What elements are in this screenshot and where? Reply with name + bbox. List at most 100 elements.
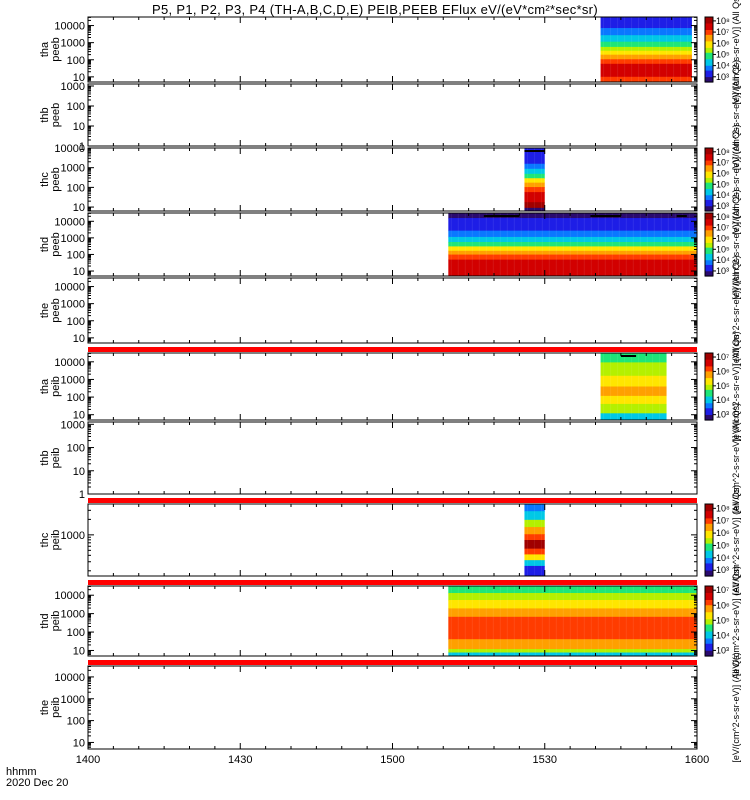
thd-peib-colorbar-swatch <box>705 647 713 650</box>
thd-peib-colorbar-swatch <box>705 631 713 634</box>
chart-title: P5, P1, P2, P3, P4 (TH-A,B,C,D,E) PEIB,P… <box>152 2 598 17</box>
thd-peeb-ylabel-product: peeb <box>50 232 62 256</box>
tha-peib-colorbar-tick-label: 10³ <box>716 410 729 420</box>
thd-peeb-colorbar-swatch <box>705 268 713 271</box>
thd-peib-colorbar-swatch <box>705 617 713 620</box>
tha-peib-colorbar-tick-label: 10⁴ <box>716 395 730 405</box>
thd-peeb-quality-flag <box>676 215 687 217</box>
tha-peeb-colorbar-swatch <box>705 44 713 47</box>
thd-peeb-colorbar-swatch <box>705 246 713 249</box>
the-peib-ylabel-product: peib <box>50 697 62 718</box>
tha-peeb-colorbar-swatch <box>705 62 713 65</box>
tha-peeb-colorbar-swatch <box>705 80 713 83</box>
thc-peib-colorbar-swatch <box>705 507 713 510</box>
thd-peib-colorbar-swatch <box>705 596 713 599</box>
tha-peib-colorbar-swatch <box>705 391 713 394</box>
thd-peib-y-tick-label: 10000 <box>54 590 85 602</box>
thd-peeb-spectrogram-band <box>448 218 697 232</box>
thb-peeb-panel-frame <box>87 83 698 147</box>
thc-peib-spectrogram-band <box>524 534 545 541</box>
thc-peeb-colorbar-swatch <box>705 159 713 162</box>
tha-peeb-spectrogram-band <box>600 41 692 48</box>
thd-peeb-colorbar-swatch <box>705 216 713 219</box>
tha-peeb-spectrogram-band <box>600 17 692 29</box>
thb-peeb-y-tick-label: 100 <box>67 101 85 113</box>
thb-peib-colorbar-label: [eV/(cm^2-s-sr-eV)] (All Qs) <box>731 403 741 513</box>
tha-peeb-colorbar-swatch <box>705 65 713 68</box>
thc-peeb-colorbar-tick-label: 10⁸ <box>716 147 730 157</box>
thd-peeb-colorbar-swatch <box>705 213 713 216</box>
tha-peeb-colorbar-swatch <box>705 57 713 60</box>
thd-peeb-quality-flag <box>590 215 621 217</box>
tha-peib-spectrogram-band <box>600 386 667 397</box>
thc-peeb-colorbar-swatch <box>705 198 713 201</box>
thc-peeb-spectrogram-band <box>524 192 545 203</box>
tha-peeb-spectrogram-band <box>600 54 692 60</box>
thc-peeb-colorbar-swatch <box>705 177 713 181</box>
thc-peib-colorbar-swatch <box>705 545 713 548</box>
the-peeb-ylabel-probe: the <box>39 303 51 318</box>
thc-peib-ylabel-probe: thc <box>39 532 51 547</box>
tha-peeb-spectrogram-band <box>600 63 692 78</box>
the-peeb-ylabel-product: peeb <box>50 298 62 322</box>
thd-peeb-colorbar-swatch <box>705 217 713 220</box>
thc-peeb-colorbar-swatch <box>705 204 713 207</box>
tha-peib-colorbar-swatch <box>705 396 713 399</box>
thd-peeb-colorbar-swatch <box>705 242 713 246</box>
tha-peeb-colorbar-swatch <box>705 30 713 33</box>
thd-peeb-spectrogram-band <box>448 246 697 252</box>
thd-peib-colorbar-swatch <box>705 607 713 610</box>
thd-peeb-colorbar-swatch <box>705 260 713 263</box>
tha-peib-colorbar-label: [eV/(cm^2-s-sr-eV)] (All Qs) <box>731 331 741 441</box>
thc-peib-spectrogram-band <box>524 565 545 577</box>
thc-peib-colorbar-swatch <box>705 568 713 572</box>
thd-peeb-colorbar-tick-label: 10⁴ <box>716 255 730 265</box>
thd-peeb-colorbar-swatch <box>705 236 713 239</box>
the-peib-ylabel-probe: the <box>39 700 51 715</box>
thc-peeb-colorbar-swatch <box>705 206 713 209</box>
thb-peib-y-tick-label: 1000 <box>61 419 85 431</box>
thc-peeb-colorbar-swatch <box>705 160 713 163</box>
thc-peib-colorbar-swatch <box>705 505 713 509</box>
thc-peeb-colorbar-swatch <box>705 199 713 203</box>
thd-peib-spectrogram-band <box>448 616 697 640</box>
thb-peeb-y-tick-label: 10 <box>73 121 85 133</box>
thc-peeb-colorbar-swatch <box>705 181 713 184</box>
thc-peib-colorbar-swatch <box>705 518 713 521</box>
thb-peeb-y-tick-label: 1000 <box>61 81 85 93</box>
thc-peib-ylabel-product: peib <box>50 530 62 551</box>
thd-peeb-colorbar-swatch <box>705 233 713 236</box>
thd-peeb-spectrogram-band <box>448 241 697 247</box>
tha-peib-colorbar-swatch <box>705 379 713 383</box>
tha-peib-colorbar-swatch <box>705 408 713 411</box>
x-tick-label: 1500 <box>380 754 404 766</box>
tha-peeb-colorbar-swatch <box>705 39 713 42</box>
thd-peeb-colorbar-swatch <box>705 230 713 233</box>
thb-peeb-y-tick-label: 1 <box>79 141 85 153</box>
tha-peib-colorbar-swatch <box>705 364 713 367</box>
tha-peeb-colorbar-swatch <box>705 70 713 73</box>
tha-peeb-colorbar-swatch <box>705 23 713 26</box>
thd-peib-colorbar-swatch <box>705 652 713 655</box>
thc-peib-colorbar-swatch <box>705 541 713 545</box>
thb-peib-y-tick-label: 10 <box>73 466 85 478</box>
thc-peeb-colorbar-tick-label: 10⁵ <box>716 179 730 189</box>
thd-peib-colorbar-tick-label: 10⁵ <box>716 615 730 625</box>
thd-peib-colorbar <box>704 585 714 657</box>
tha-peeb-spectrogram-band <box>600 28 692 36</box>
tha-peib-spectrogram-band <box>600 403 667 414</box>
thc-peib-spectrogram-band <box>524 519 545 528</box>
thc-peeb-colorbar-swatch <box>705 171 713 174</box>
tha-peib-y-tick-label: 100 <box>67 392 85 404</box>
thc-peeb-y-tick-label: 100 <box>67 182 85 194</box>
thd-peib-spectrogram-band <box>448 586 697 594</box>
thd-peib-colorbar-swatch <box>705 612 713 615</box>
tha-peeb-y-tick-label: 1000 <box>61 38 85 50</box>
tha-peeb-colorbar-tick-label: 10⁸ <box>716 16 730 26</box>
tha-peib-colorbar-swatch <box>705 371 713 374</box>
tha-peib-colorbar-swatch <box>705 406 713 409</box>
tha-peeb-colorbar-tick-label: 10⁵ <box>716 49 730 59</box>
thc-peib-colorbar-swatch <box>705 525 713 528</box>
thd-peib-colorbar-swatch <box>705 610 713 613</box>
thd-peeb-ylabel-probe: thd <box>39 237 51 252</box>
